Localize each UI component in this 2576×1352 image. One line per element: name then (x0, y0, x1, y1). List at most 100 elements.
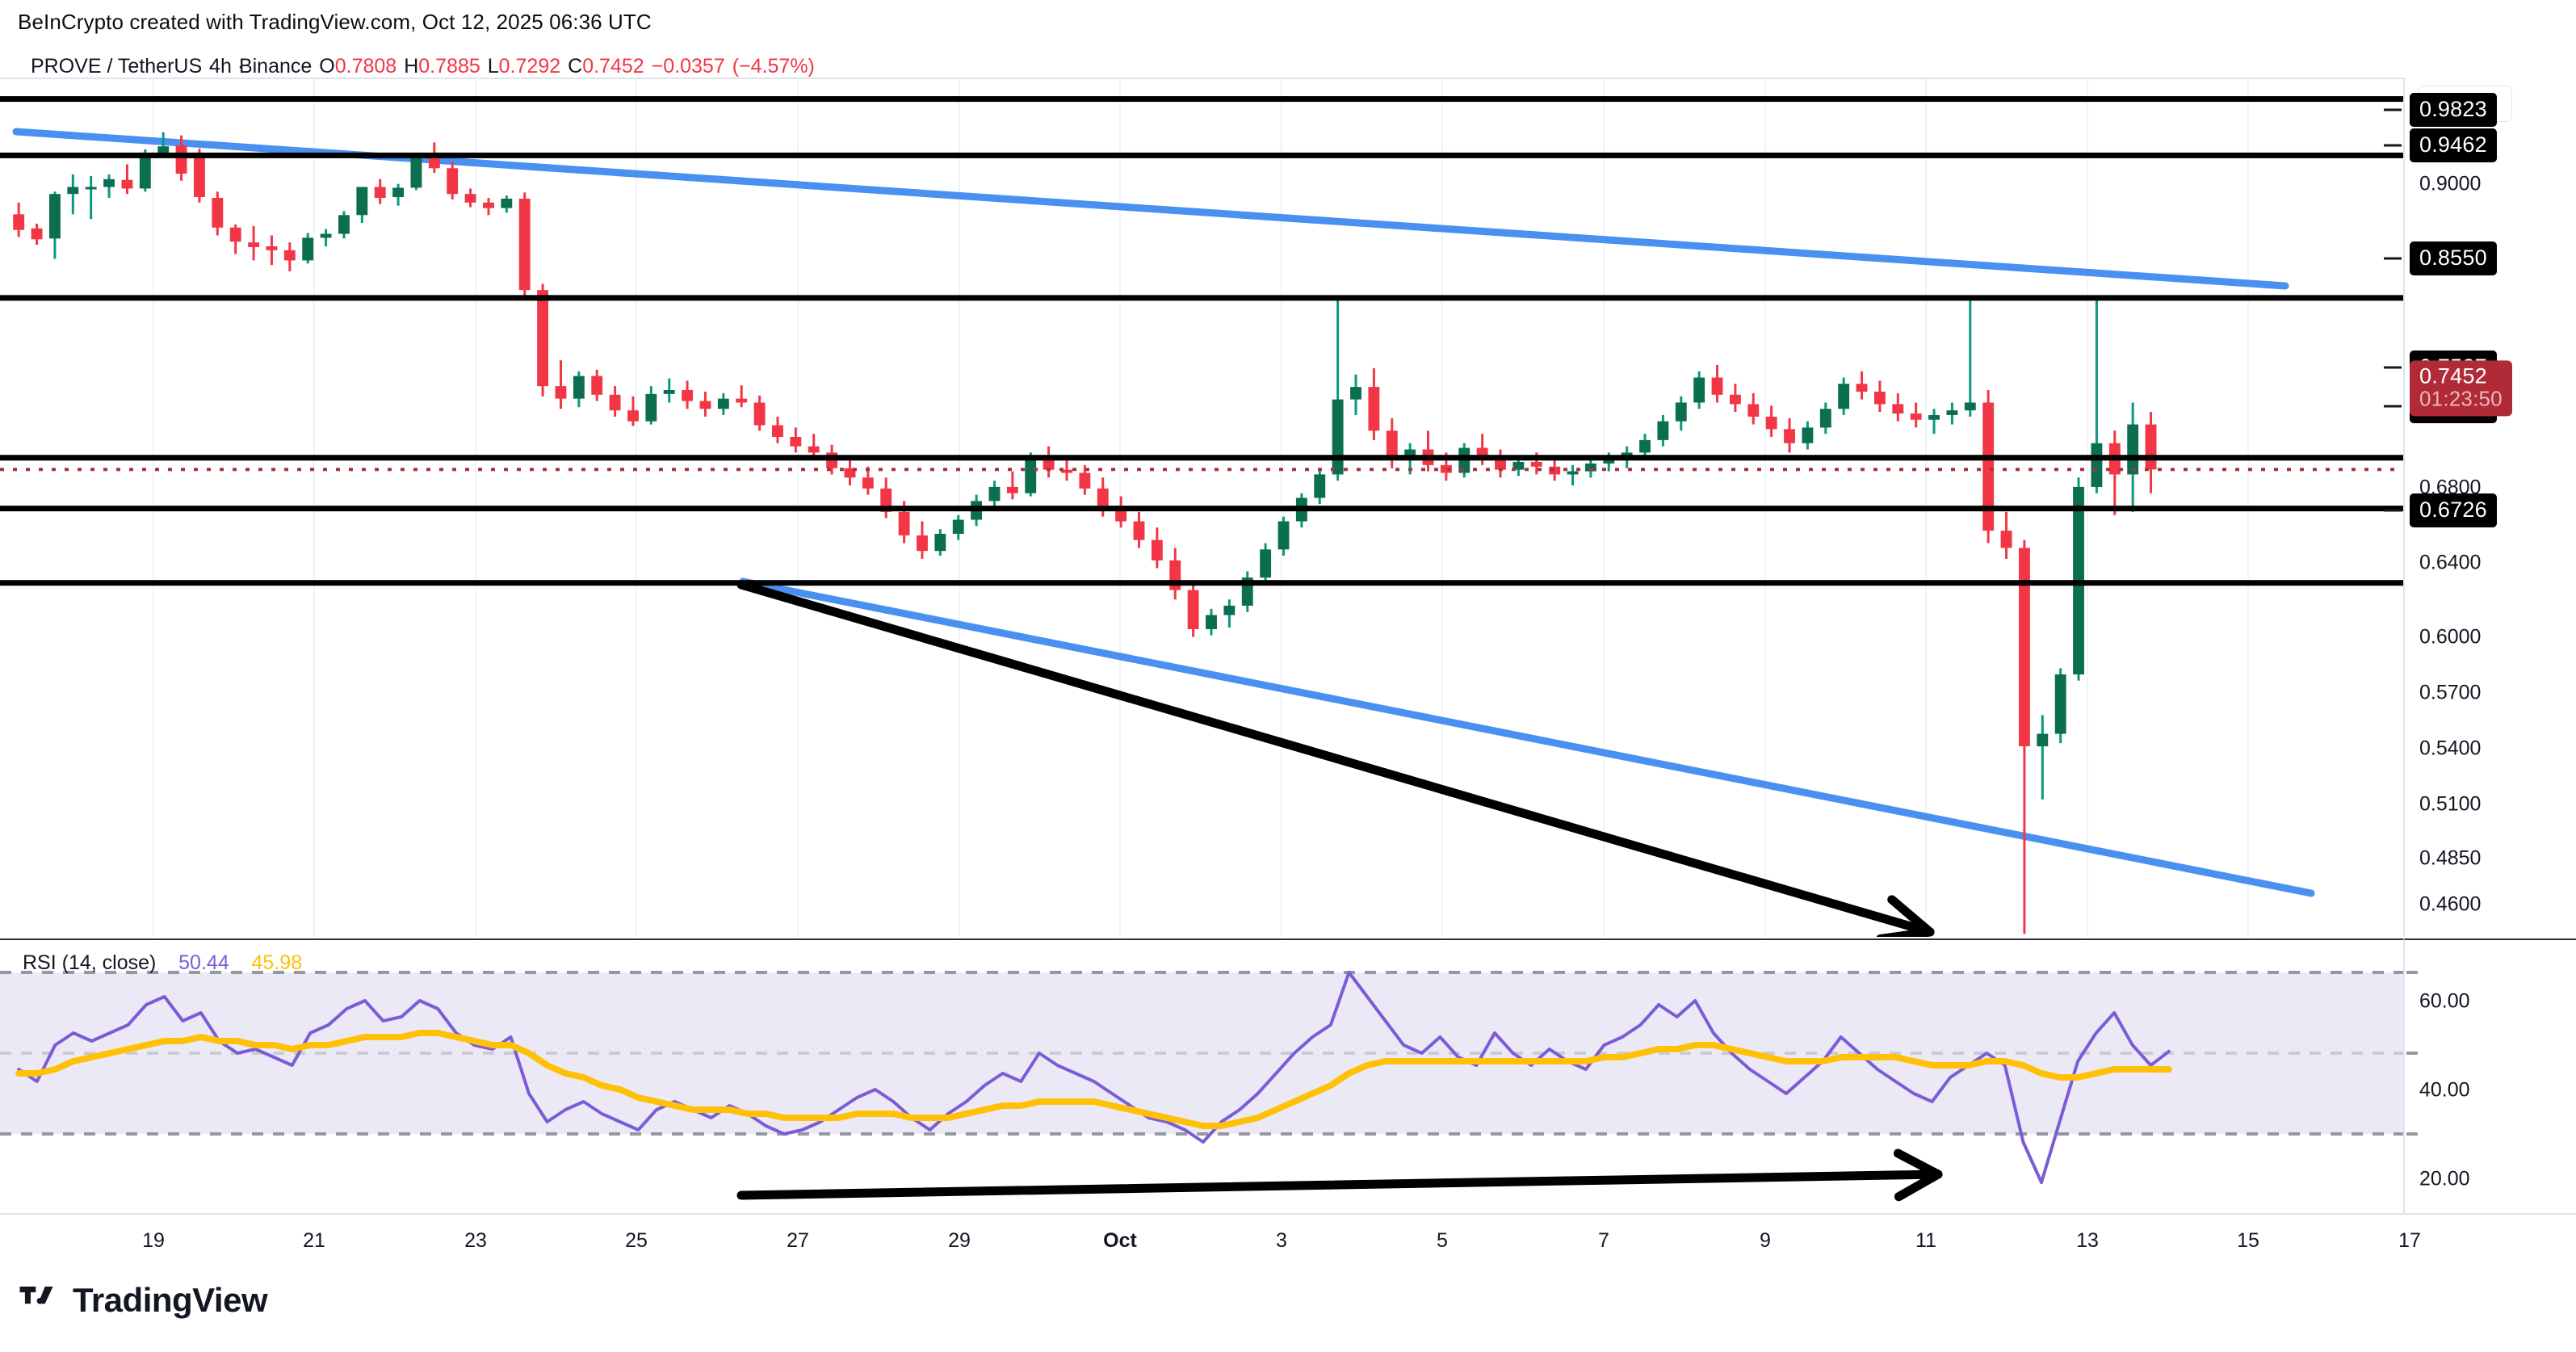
trendline-lower-descending-support[interactable] (739, 577, 2315, 897)
candle-body (1097, 488, 1109, 509)
candle-body (1079, 472, 1091, 489)
chart-legend: PROVE / TetherUS · 4h · Binance O 0.7808… (31, 55, 815, 78)
time-axis-label: 13 (2076, 1229, 2099, 1252)
candle-body (537, 290, 549, 387)
horizontal-level-line[interactable] (0, 455, 2403, 461)
price-pane[interactable] (0, 78, 2403, 937)
legend-gap-2 (396, 55, 404, 78)
legend-gap-5 (644, 55, 652, 78)
price-level-tick-mark (2384, 257, 2402, 260)
candle-body (483, 202, 494, 208)
price-level-tick-mark (2384, 509, 2402, 512)
candle-body (1838, 384, 1850, 409)
legend-high-label: H (404, 55, 419, 78)
time-axis-label: 23 (464, 1229, 487, 1252)
candle-body (1639, 439, 1651, 453)
candle-body (808, 446, 820, 453)
rsi-axis-tick-mark (2406, 971, 2418, 974)
legend-exchange[interactable]: Binance (238, 55, 313, 78)
time-axis-label: 3 (1276, 1229, 1287, 1252)
horizontal-level-line[interactable] (0, 152, 2403, 158)
candle-body (2000, 531, 2012, 548)
time-axis-label: 21 (303, 1229, 325, 1252)
horizontal-level-line[interactable] (0, 506, 2403, 512)
price-level-badge[interactable]: 0.8550 (2410, 241, 2497, 275)
price-axis-tick-label: 0.4600 (2419, 892, 2482, 916)
tradingview-logo[interactable]: TradingView (19, 1281, 268, 1320)
candle-body (1657, 421, 1669, 440)
rsi-title[interactable]: RSI (14, close) (23, 951, 157, 974)
time-axis-label: 11 (1915, 1229, 1936, 1252)
price-level-badge[interactable]: 0.6726 (2410, 493, 2497, 527)
candle-body (1061, 469, 1072, 473)
candle-body (627, 410, 639, 422)
candle-body (2054, 674, 2066, 734)
candle-body (1187, 590, 1199, 629)
candle-body (1115, 509, 1127, 522)
candle-body (717, 398, 729, 409)
rsi-legend-gap-1 (162, 951, 173, 974)
candle-body (1964, 402, 1976, 411)
legend-high-value: 0.7885 (418, 55, 480, 78)
price-chart-canvas (0, 79, 2403, 937)
price-axis-tick-label: 0.4850 (2419, 846, 2482, 870)
candle-body (898, 511, 910, 535)
legend-symbol[interactable]: PROVE / TetherUS (31, 55, 203, 78)
price-level-badge[interactable]: 0.9823 (2410, 93, 2497, 127)
price-axis-tick-label: 0.5700 (2419, 681, 2482, 704)
candle-body (374, 187, 386, 199)
rsi-pane[interactable]: RSI (14, close) 50.44 45.98 (0, 938, 2403, 1213)
candle-body (1512, 461, 1525, 470)
candle-body (1133, 521, 1145, 540)
price-axis-tick-label: 0.9000 (2419, 172, 2482, 195)
candle-body (645, 393, 657, 422)
rsi-divergence-arrow (736, 1148, 1943, 1202)
price-level-tick-mark (2384, 366, 2402, 369)
candle-body (31, 228, 43, 240)
current-price-value: 0.7452 (2419, 363, 2487, 388)
current-price-badge[interactable]: 0.7452 01:23:50 (2410, 360, 2512, 417)
candle-body (1873, 391, 1886, 405)
price-level-badge[interactable]: 0.9462 (2410, 128, 2497, 162)
candle-body (1260, 549, 1272, 578)
price-level-tick-mark (2384, 405, 2402, 408)
time-axis-label: 7 (1598, 1229, 1609, 1252)
rsi-axis-tick-label: 60.00 (2419, 989, 2470, 1013)
candle-body (1982, 402, 1995, 531)
time-axis-label: 5 (1437, 1229, 1448, 1252)
candle-body (1802, 427, 1814, 443)
candle-body (1350, 387, 1361, 400)
horizontal-level-line[interactable] (0, 295, 2403, 301)
price-level-tick-mark (2384, 144, 2402, 147)
horizontal-level-line[interactable] (0, 96, 2403, 103)
candle-body (844, 468, 856, 478)
candle-body (49, 194, 61, 239)
price-axis-tick-label: 0.6400 (2419, 551, 2482, 574)
horizontal-level-line[interactable] (0, 580, 2403, 586)
candle-body (1549, 466, 1561, 475)
legend-interval[interactable]: 4h (209, 55, 232, 78)
time-axis[interactable]: 19 21 23 25 27 29 Oct 3 5 7 9 11 13 15 17 (0, 1213, 2576, 1265)
rsi-legend: RSI (14, close) 50.44 45.98 (23, 951, 302, 975)
time-axis-label: 17 (2398, 1229, 2421, 1252)
candle-body (1368, 387, 1380, 431)
rsi-axis[interactable]: 60.00 40.00 20.00 (2403, 938, 2576, 1213)
candle-body (194, 155, 205, 198)
candle-body (13, 214, 25, 230)
candle-body (1495, 459, 1506, 470)
legend-change-abs: −0.0357 (651, 55, 725, 78)
candle-body (1892, 404, 1904, 414)
candle-body (1386, 430, 1398, 461)
candle-body (917, 535, 928, 552)
candle-body (428, 157, 440, 169)
candle-body (1910, 413, 1922, 420)
candle-body (1223, 605, 1236, 615)
candle-body (1856, 384, 1868, 392)
candle-body (1314, 474, 1326, 498)
price-axis[interactable]: USDT 0.90000.80000.68000.64000.60000.570… (2384, 78, 2576, 937)
legend-close-label: C (568, 55, 583, 78)
candle-body (248, 242, 260, 247)
candle-body (229, 227, 241, 242)
rsi-chart-canvas (0, 971, 2403, 1202)
